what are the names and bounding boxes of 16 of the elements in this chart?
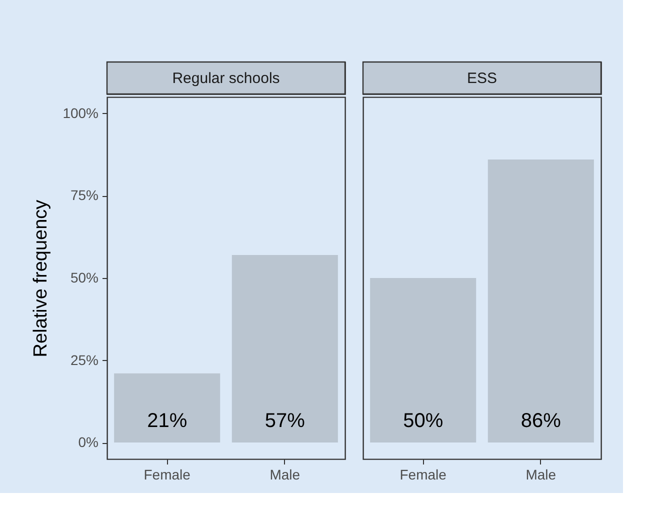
y-tick-label: 0% [78, 434, 98, 450]
x-tick-label: Female [144, 466, 191, 482]
y-tick-label: 50% [70, 270, 98, 286]
y-tick-label: 25% [70, 352, 98, 368]
data-label: 57% [264, 410, 306, 432]
y-tick-label: 100% [62, 104, 98, 121]
chart-title: ESS [466, 70, 498, 87]
x-tick-label: Female [400, 466, 447, 482]
chart-title: Regular schools [172, 70, 280, 87]
data-label: 50% [403, 410, 444, 432]
x-tick-label: Male [270, 466, 300, 482]
x-tick-label: Male [526, 466, 556, 482]
y-axis-title: Relative frequency [30, 199, 52, 358]
data-label: 86% [520, 410, 562, 432]
data-label: 21% [147, 410, 188, 432]
y-tick-label: 75% [70, 187, 98, 204]
